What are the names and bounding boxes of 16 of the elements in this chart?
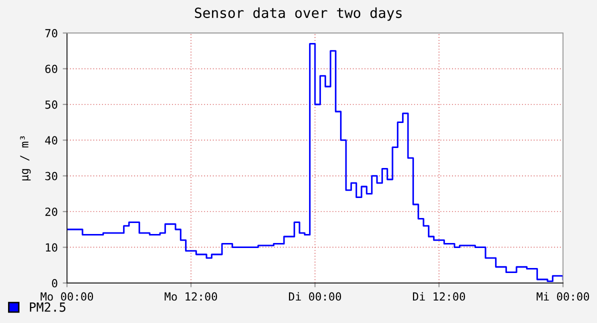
y-tick-label: 20 <box>45 208 58 216</box>
x-tick-label: Di 00:00 <box>288 292 342 301</box>
chart-title: Sensor data over two days <box>194 7 402 21</box>
y-tick-label: 10 <box>46 243 58 252</box>
y-axis-title: µg / m³ <box>20 136 31 180</box>
y-tick-label: 50 <box>45 100 58 109</box>
x-tick-label: Mo 12:00 <box>164 292 218 301</box>
y-tick-label: 60 <box>45 64 58 74</box>
x-tick-label: Mi 00:00 <box>536 292 590 301</box>
y-tick-label: 40 <box>45 136 58 145</box>
y-tick-label: 0 <box>52 279 58 288</box>
x-tick-label: Di 12:00 <box>412 292 466 301</box>
y-tick-label: 30 <box>45 172 58 180</box>
y-tick-label: 70 <box>45 29 58 38</box>
x-tick-label: Mo 00:00 <box>40 292 94 301</box>
legend-label: PM2.5 <box>30 302 66 312</box>
